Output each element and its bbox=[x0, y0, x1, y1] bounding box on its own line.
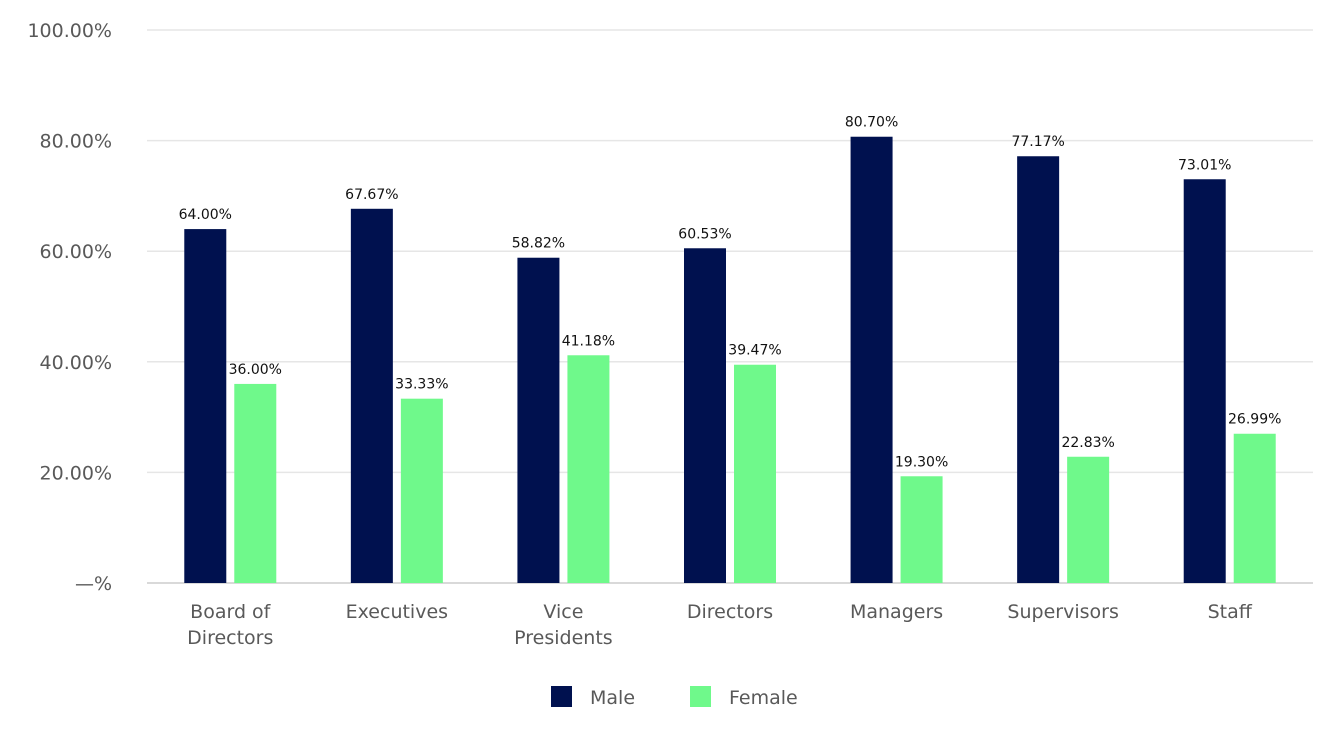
y-tick-label: 100.00% bbox=[27, 20, 112, 42]
bar-female bbox=[400, 398, 443, 583]
data-label: 77.17% bbox=[1011, 134, 1064, 150]
bar-female bbox=[234, 383, 277, 583]
x-tick-label: Staff bbox=[1208, 601, 1253, 623]
x-tick-label: Managers bbox=[850, 601, 943, 623]
data-label: 73.01% bbox=[1178, 157, 1231, 173]
x-tick-label: Vice bbox=[543, 601, 583, 623]
data-label: 39.47% bbox=[728, 343, 781, 359]
data-label: 22.83% bbox=[1061, 435, 1114, 451]
data-label: 19.30% bbox=[895, 454, 948, 470]
bar-male bbox=[350, 208, 393, 583]
x-tick-label: Directors bbox=[687, 601, 773, 623]
data-label: 64.00% bbox=[179, 207, 232, 223]
data-label: 80.70% bbox=[845, 115, 898, 131]
bar-male bbox=[517, 257, 560, 583]
bar-male bbox=[184, 229, 227, 583]
data-label: 36.00% bbox=[229, 362, 282, 378]
legend-swatch-female bbox=[690, 686, 711, 707]
data-label: 33.33% bbox=[395, 377, 448, 393]
bar-female bbox=[1233, 433, 1276, 583]
data-label: 60.53% bbox=[678, 226, 731, 242]
y-tick-label: 40.00% bbox=[40, 352, 112, 374]
x-tick-label: Supervisors bbox=[1007, 601, 1118, 623]
bar-female bbox=[567, 355, 610, 583]
x-tick-label: Directors bbox=[187, 627, 273, 649]
bar-female bbox=[900, 476, 943, 583]
bar-male bbox=[1017, 156, 1060, 584]
x-tick-label: Presidents bbox=[514, 627, 613, 649]
legend-label: Male bbox=[590, 687, 635, 709]
data-label: 26.99% bbox=[1228, 412, 1281, 428]
bar-male bbox=[850, 136, 893, 583]
bar-male bbox=[1183, 179, 1226, 583]
x-tick-label: Executives bbox=[346, 601, 448, 623]
x-tick-label: Board of bbox=[190, 601, 272, 623]
data-label: 67.67% bbox=[345, 187, 398, 203]
y-tick-label: —% bbox=[75, 573, 112, 595]
legend-swatch-male bbox=[551, 686, 572, 707]
bar-male bbox=[684, 248, 726, 583]
y-tick-label: 80.00% bbox=[40, 131, 112, 153]
data-label: 58.82% bbox=[512, 236, 565, 252]
legend-label: Female bbox=[729, 687, 798, 709]
data-label: 41.18% bbox=[562, 333, 615, 349]
y-tick-label: 20.00% bbox=[40, 462, 112, 484]
bar-female bbox=[1067, 456, 1110, 583]
y-tick-label: 60.00% bbox=[40, 241, 112, 263]
bar-female bbox=[734, 364, 776, 583]
